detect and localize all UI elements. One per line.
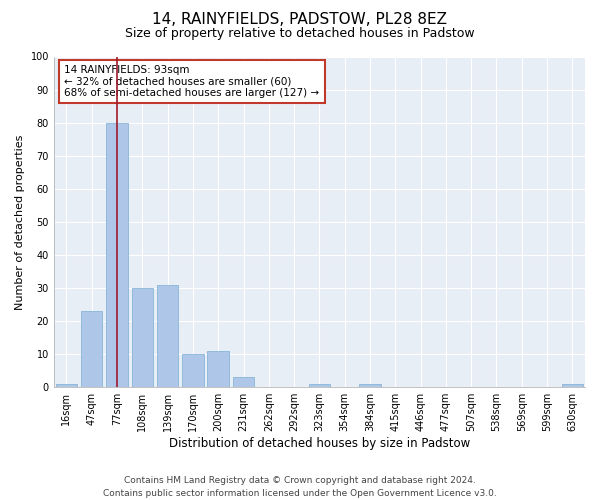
X-axis label: Distribution of detached houses by size in Padstow: Distribution of detached houses by size …: [169, 437, 470, 450]
Bar: [182, 354, 203, 387]
Bar: [308, 384, 330, 387]
Bar: [233, 378, 254, 387]
Bar: [56, 384, 77, 387]
Bar: [157, 284, 178, 387]
Bar: [106, 122, 128, 387]
Bar: [131, 288, 153, 387]
Bar: [359, 384, 381, 387]
Bar: [208, 351, 229, 387]
Text: 14, RAINYFIELDS, PADSTOW, PL28 8EZ: 14, RAINYFIELDS, PADSTOW, PL28 8EZ: [152, 12, 448, 28]
Text: Size of property relative to detached houses in Padstow: Size of property relative to detached ho…: [125, 28, 475, 40]
Text: Contains HM Land Registry data © Crown copyright and database right 2024.
Contai: Contains HM Land Registry data © Crown c…: [103, 476, 497, 498]
Bar: [562, 384, 583, 387]
Bar: [81, 311, 103, 387]
Text: 14 RAINYFIELDS: 93sqm
← 32% of detached houses are smaller (60)
68% of semi-deta: 14 RAINYFIELDS: 93sqm ← 32% of detached …: [64, 65, 320, 98]
Y-axis label: Number of detached properties: Number of detached properties: [15, 134, 25, 310]
